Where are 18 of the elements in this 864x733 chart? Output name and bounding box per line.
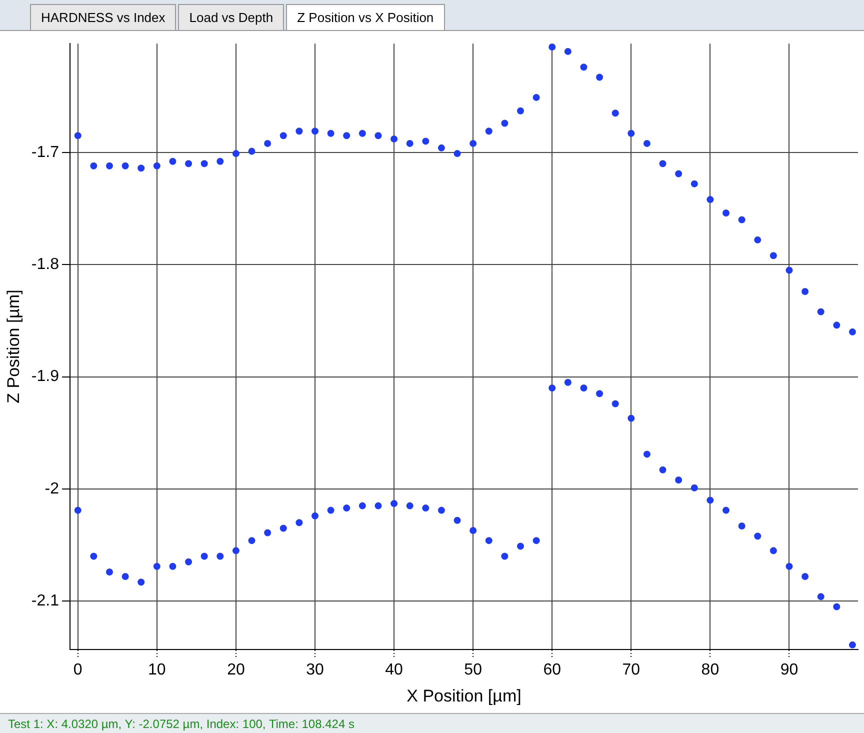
x-tick-label: 50	[464, 661, 482, 678]
x-tick-label: 40	[385, 661, 404, 678]
x-tick-label: 90	[780, 661, 798, 678]
x-tick-label: 10	[148, 661, 166, 678]
y-tick-label: -1.7	[31, 144, 60, 161]
x-axis-title: X Position [µm]	[406, 686, 522, 706]
x-tick-label: 30	[306, 661, 324, 678]
y-tick-label: -1.8	[31, 256, 60, 274]
y-tick-label: -1.9	[31, 368, 60, 386]
y-tick-label: -2	[44, 480, 60, 498]
y-axis-title: Z Position [µm]	[4, 290, 23, 404]
x-tick-label: 70	[622, 661, 640, 678]
text: Test 1: X: 4.0320 µm, Y: -2.0752 µm, Index: 100, Time: 108.424 s	[0, 713, 864, 733]
y-tick-label: -2.1	[31, 592, 60, 610]
x-tick-label: 60	[543, 661, 562, 678]
x-tick-label: 80	[701, 661, 720, 678]
x-tick-label: 0	[73, 661, 82, 678]
x-tick-label: 20	[227, 661, 245, 678]
